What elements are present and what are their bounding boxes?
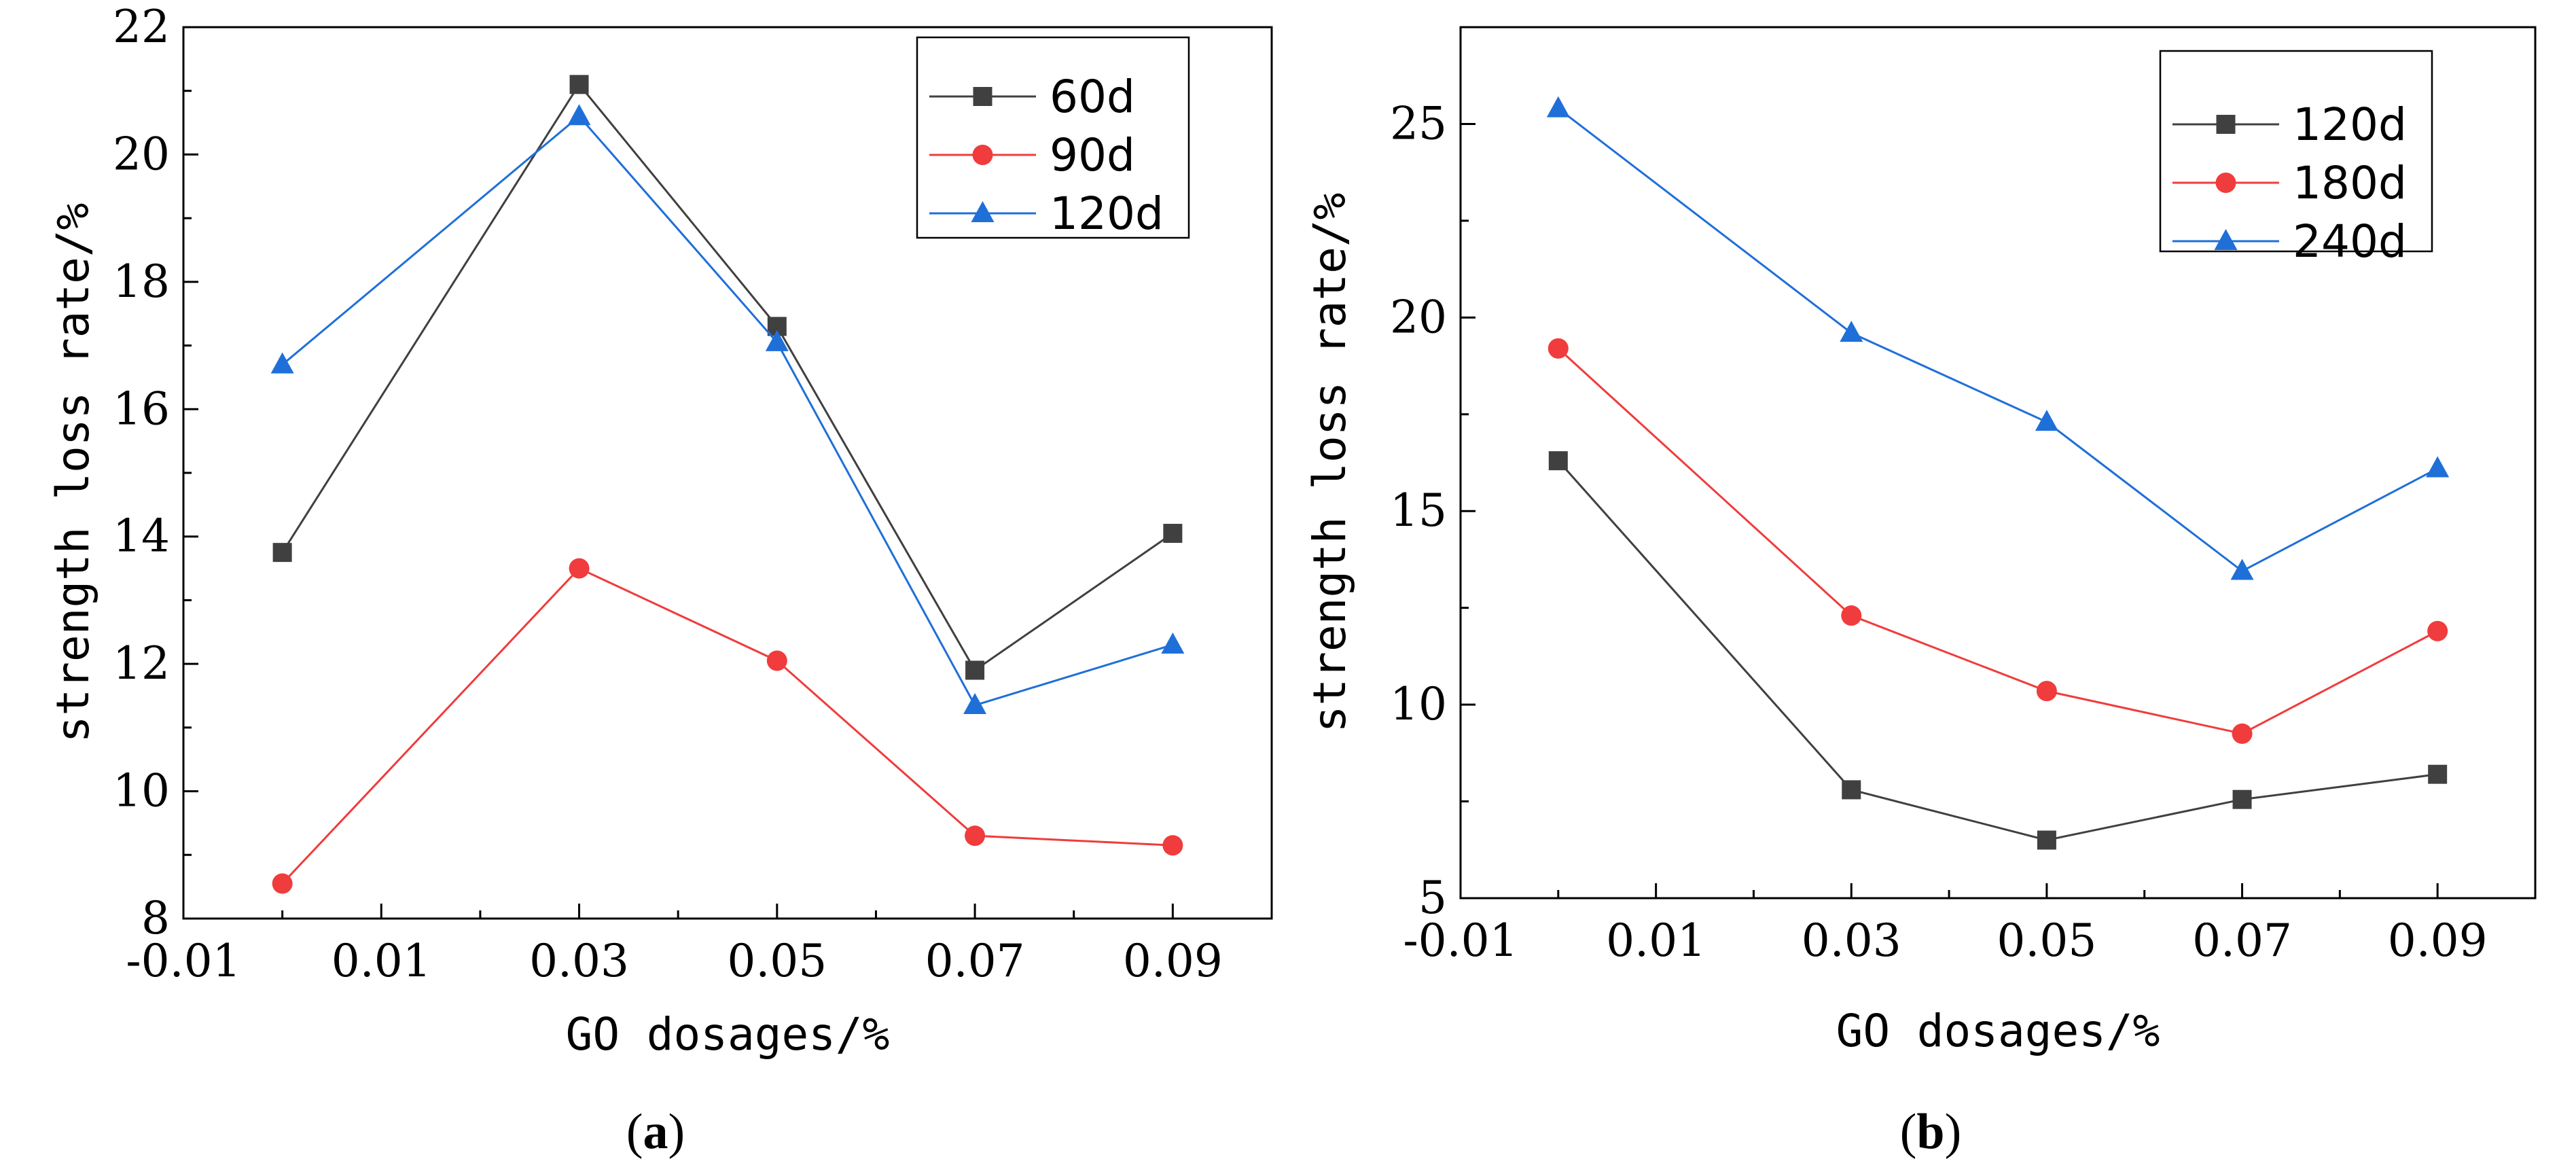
y-axis-title: strength loss rate/% — [1304, 193, 1356, 733]
x-tick-label: 0.01 — [332, 935, 431, 987]
legend-box — [2159, 50, 2433, 253]
chart-panel-b: -0.01 0.01 0.03 0.05 0.07 0.09 5 10 15 20 25 GO dos… — [1304, 26, 2537, 1160]
series-120d — [270, 104, 1185, 715]
x-axis-title: GO dosages/% — [1836, 1005, 2160, 1057]
x-tick-label: 0.03 — [1802, 914, 1901, 967]
data-point — [1548, 451, 1568, 471]
data-point — [2428, 764, 2448, 784]
legend-marker — [2216, 115, 2236, 134]
x-tick-label: 0.07 — [925, 935, 1025, 987]
legend-label: 60d — [1050, 71, 1135, 123]
data-point — [569, 75, 589, 94]
series-line-180d — [1557, 347, 2438, 735]
y-tick-label: 18 — [113, 255, 170, 308]
data-point — [1546, 96, 1570, 118]
data-point — [270, 352, 294, 374]
legend: 60d 90d 120d — [916, 36, 1190, 240]
data-point — [1162, 835, 1183, 856]
y-tick-label: 20 — [113, 128, 170, 180]
data-point — [1842, 780, 1861, 800]
series-120d — [1548, 451, 2448, 850]
legend-box — [916, 36, 1190, 239]
data-point — [765, 330, 789, 351]
data-point — [569, 558, 590, 579]
data-point — [963, 693, 987, 715]
data-point — [272, 543, 292, 563]
data-point — [1841, 605, 1862, 626]
y-tick-label: 10 — [1390, 678, 1447, 730]
series-90d — [272, 558, 1183, 894]
data-point — [2232, 789, 2252, 809]
y-axis-title: strength loss rate/% — [47, 203, 99, 743]
plot-frame — [1459, 26, 2537, 900]
series-180d — [1548, 338, 2448, 744]
legend-label: 180d — [2293, 157, 2407, 209]
legend-label: 240d — [2293, 215, 2407, 268]
y-tick-label: 16 — [113, 383, 170, 435]
data-point — [2426, 456, 2450, 478]
data-point — [567, 104, 591, 126]
y-tick-label: 12 — [113, 637, 170, 690]
data-point — [2037, 830, 2056, 850]
legend: 120d 180d 240d — [2159, 50, 2433, 268]
data-point — [2427, 620, 2448, 641]
x-tick-label: 0.09 — [1123, 935, 1223, 987]
legend-marker — [971, 201, 995, 222]
data-point — [1161, 633, 1185, 654]
y-tick-label: 22 — [113, 1, 170, 53]
y-tick-label: 20 — [1390, 291, 1447, 343]
data-point — [1840, 321, 1863, 342]
y-tick-label: 25 — [1390, 97, 1447, 149]
y-tick-label: 14 — [113, 510, 170, 563]
chart-panel-a: -0.01 0.01 0.03 0.05 0.07 0.09 8 10 12 14 16 18 20 22… — [47, 1, 1273, 1160]
x-tick-label: 0.05 — [1997, 914, 2096, 967]
data-point — [2036, 681, 2057, 702]
data-point — [1163, 524, 1183, 544]
legend-marker — [2215, 173, 2236, 193]
legend-label: 90d — [1050, 129, 1135, 181]
x-tick-label: 0.05 — [727, 935, 827, 987]
x-tick-label: 0.09 — [2388, 914, 2488, 967]
x-axis-title: GO dosages/% — [566, 1008, 890, 1061]
data-point — [2035, 410, 2058, 431]
data-point — [2232, 723, 2253, 744]
y-tick-label: 15 — [1390, 484, 1447, 537]
y-tick-label: 5 — [1418, 872, 1447, 924]
legend-label: 120d — [1050, 188, 1164, 240]
y-tick-label: 8 — [141, 892, 170, 944]
data-point — [272, 873, 293, 894]
data-point — [766, 650, 787, 671]
panel-label: (a) — [626, 1104, 685, 1160]
panel-label: (b) — [1900, 1104, 1961, 1160]
x-tick-label: -0.01 — [1403, 914, 1518, 967]
x-tick-label: 0.03 — [529, 935, 629, 987]
legend-marker — [973, 87, 992, 106]
x-tick-label: 0.07 — [2192, 914, 2292, 967]
data-point — [2230, 558, 2254, 580]
data-point — [1548, 338, 1569, 359]
y-tick-label: 10 — [113, 765, 170, 817]
legend-label: 120d — [2293, 99, 2407, 151]
x-tick-label: 0.01 — [1606, 914, 1706, 967]
data-point — [965, 825, 986, 847]
data-point — [965, 660, 985, 680]
series-line-120d — [1557, 460, 2438, 842]
series-60d — [272, 75, 1183, 680]
series-240d — [1546, 96, 2450, 580]
series-line-90d — [281, 567, 1173, 885]
x-tick-label: -0.01 — [126, 935, 240, 987]
legend-marker — [972, 145, 993, 165]
legend-marker — [2214, 229, 2238, 250]
